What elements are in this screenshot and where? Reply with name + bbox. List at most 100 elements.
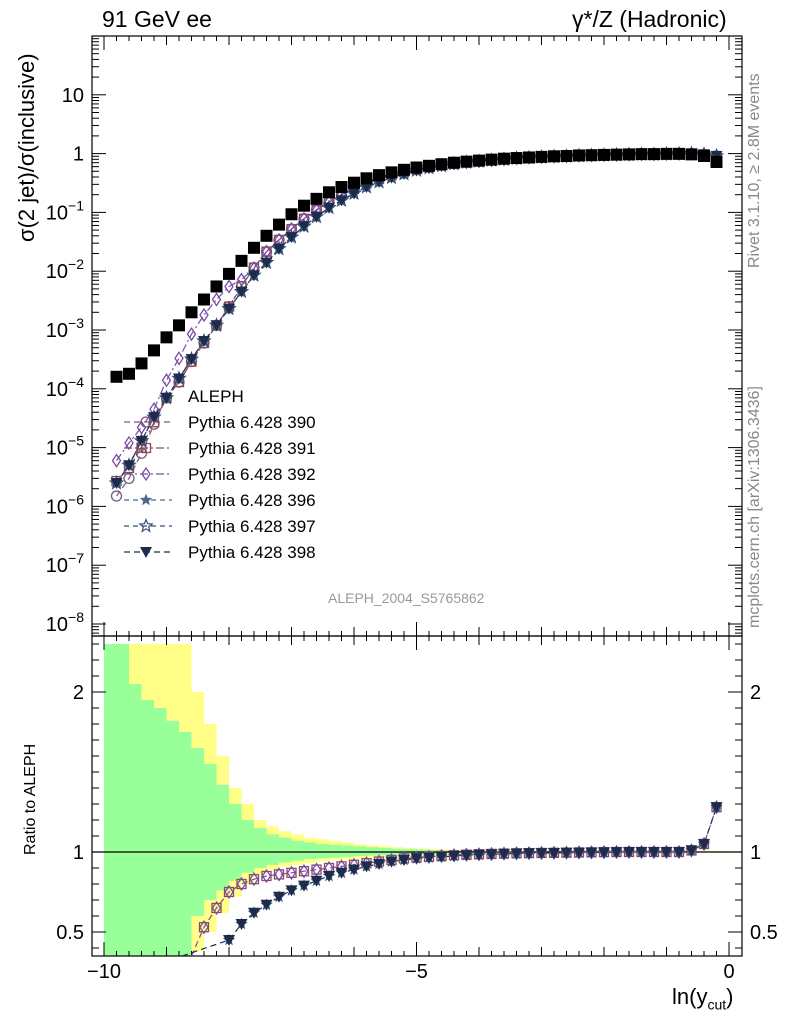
ratio-point <box>273 891 285 903</box>
ratio-point <box>648 847 660 858</box>
mcplots-credit-label: mcplots.cern.ch [arXiv:1306.3436] <box>746 386 763 628</box>
data-point <box>373 169 385 182</box>
band-inner-bin <box>241 820 254 873</box>
ratio-point <box>260 899 273 911</box>
mc-point <box>174 351 184 366</box>
ratio-y-tick-label-left: 0.5 <box>56 922 84 944</box>
ratio-point <box>673 847 685 858</box>
mc-point <box>173 373 185 385</box>
data-point <box>698 150 710 163</box>
band-inner-bin <box>116 644 129 956</box>
y-tick-label: 10−8 <box>46 609 84 636</box>
ratio-point <box>623 847 635 858</box>
data-point <box>473 154 485 167</box>
band-inner-bin <box>291 840 304 861</box>
data-point <box>410 161 423 174</box>
data-point <box>448 156 460 169</box>
legend-label: Pythia 6.428 390 <box>188 413 316 432</box>
ratio-y-axis-title: Ratio to ALEPH <box>22 743 39 855</box>
mc-point <box>199 307 209 323</box>
ratio-point <box>423 852 435 864</box>
rivet-version-label: Rivet 3.1.10, ≥ 2.8M events <box>746 73 763 268</box>
data-point <box>348 176 360 189</box>
data-point <box>660 147 673 160</box>
ratio-point <box>323 871 335 882</box>
mc-point <box>273 243 285 255</box>
ratio-point <box>348 864 360 876</box>
header-left-label: 91 GeV ee <box>102 6 212 32</box>
ratio-point <box>560 847 573 859</box>
ratio-point <box>360 861 373 873</box>
band-inner-bin <box>141 700 154 956</box>
ratio-point <box>485 849 498 861</box>
mc-point <box>161 373 172 388</box>
ratio-point <box>573 847 585 859</box>
mc-point <box>248 270 260 282</box>
band-inner-bin <box>104 644 117 956</box>
ratio-point <box>598 847 610 859</box>
data-point <box>198 293 210 306</box>
data-point <box>485 153 498 166</box>
y-tick-label: 10−3 <box>46 315 84 342</box>
band-inner-bin <box>254 828 267 868</box>
band-inner-bin <box>354 846 367 856</box>
data-point <box>498 152 510 165</box>
data-point <box>398 163 410 176</box>
ratio-y-tick-label-left: 2 <box>73 682 84 704</box>
ratio-point <box>398 855 410 866</box>
x-tick-label: −10 <box>87 961 121 983</box>
data-point <box>310 192 323 205</box>
legend: ALEPH Pythia 6.428 390 Pythia 6.428 391 Pyt… <box>124 387 316 562</box>
data-point <box>435 158 448 171</box>
ratio-point <box>286 865 297 880</box>
ratio-point <box>535 848 548 860</box>
y-tick-label: 10−1 <box>46 197 84 224</box>
data-point <box>173 319 185 332</box>
band-inner-bin <box>341 845 354 857</box>
ratio-point <box>298 880 310 892</box>
data-point <box>560 150 573 163</box>
ratio-point <box>473 849 485 861</box>
data-point <box>273 218 285 231</box>
band-inner-bin <box>129 684 142 956</box>
ratio-point <box>249 872 259 887</box>
ratio-point <box>261 868 272 884</box>
ratio-point <box>460 850 473 862</box>
mc-point <box>198 336 210 348</box>
mc-point <box>135 435 148 447</box>
ratio-point <box>610 847 623 859</box>
data-point <box>535 150 548 163</box>
x-axis-title: ln(ycut) <box>672 984 734 1013</box>
ratio-point <box>211 900 222 916</box>
mc-point <box>348 188 360 200</box>
data-point <box>135 357 148 370</box>
data-point <box>598 148 610 161</box>
band-inner-bin <box>179 732 192 956</box>
legend-marker <box>141 466 151 482</box>
band-inner-bin <box>316 844 329 859</box>
ratio-point <box>710 802 723 814</box>
band-inner-bin <box>191 748 204 916</box>
data-point <box>685 148 698 161</box>
legend-marker <box>140 442 152 454</box>
ratio-uncertainty-bands <box>104 644 729 956</box>
mc-point <box>310 211 323 223</box>
band-inner-bin <box>329 844 342 858</box>
mc-point <box>111 453 122 468</box>
ratio-point <box>236 876 247 892</box>
data-point <box>423 159 435 172</box>
mc-point <box>123 472 135 484</box>
legend-label: Pythia 6.428 392 <box>188 465 316 484</box>
mc-point <box>260 257 273 269</box>
data-point <box>248 241 260 254</box>
ratio-y-tick-label-right: 2 <box>750 682 761 704</box>
y-tick-label: 10−5 <box>46 433 84 460</box>
legend-label: Pythia 6.428 397 <box>188 517 316 536</box>
band-inner-bin <box>204 764 217 900</box>
data-point <box>385 166 398 179</box>
data-point <box>460 155 473 168</box>
analysis-watermark: ALEPH_2004_S5765862 <box>328 590 485 606</box>
band-inner-bin <box>216 784 229 891</box>
